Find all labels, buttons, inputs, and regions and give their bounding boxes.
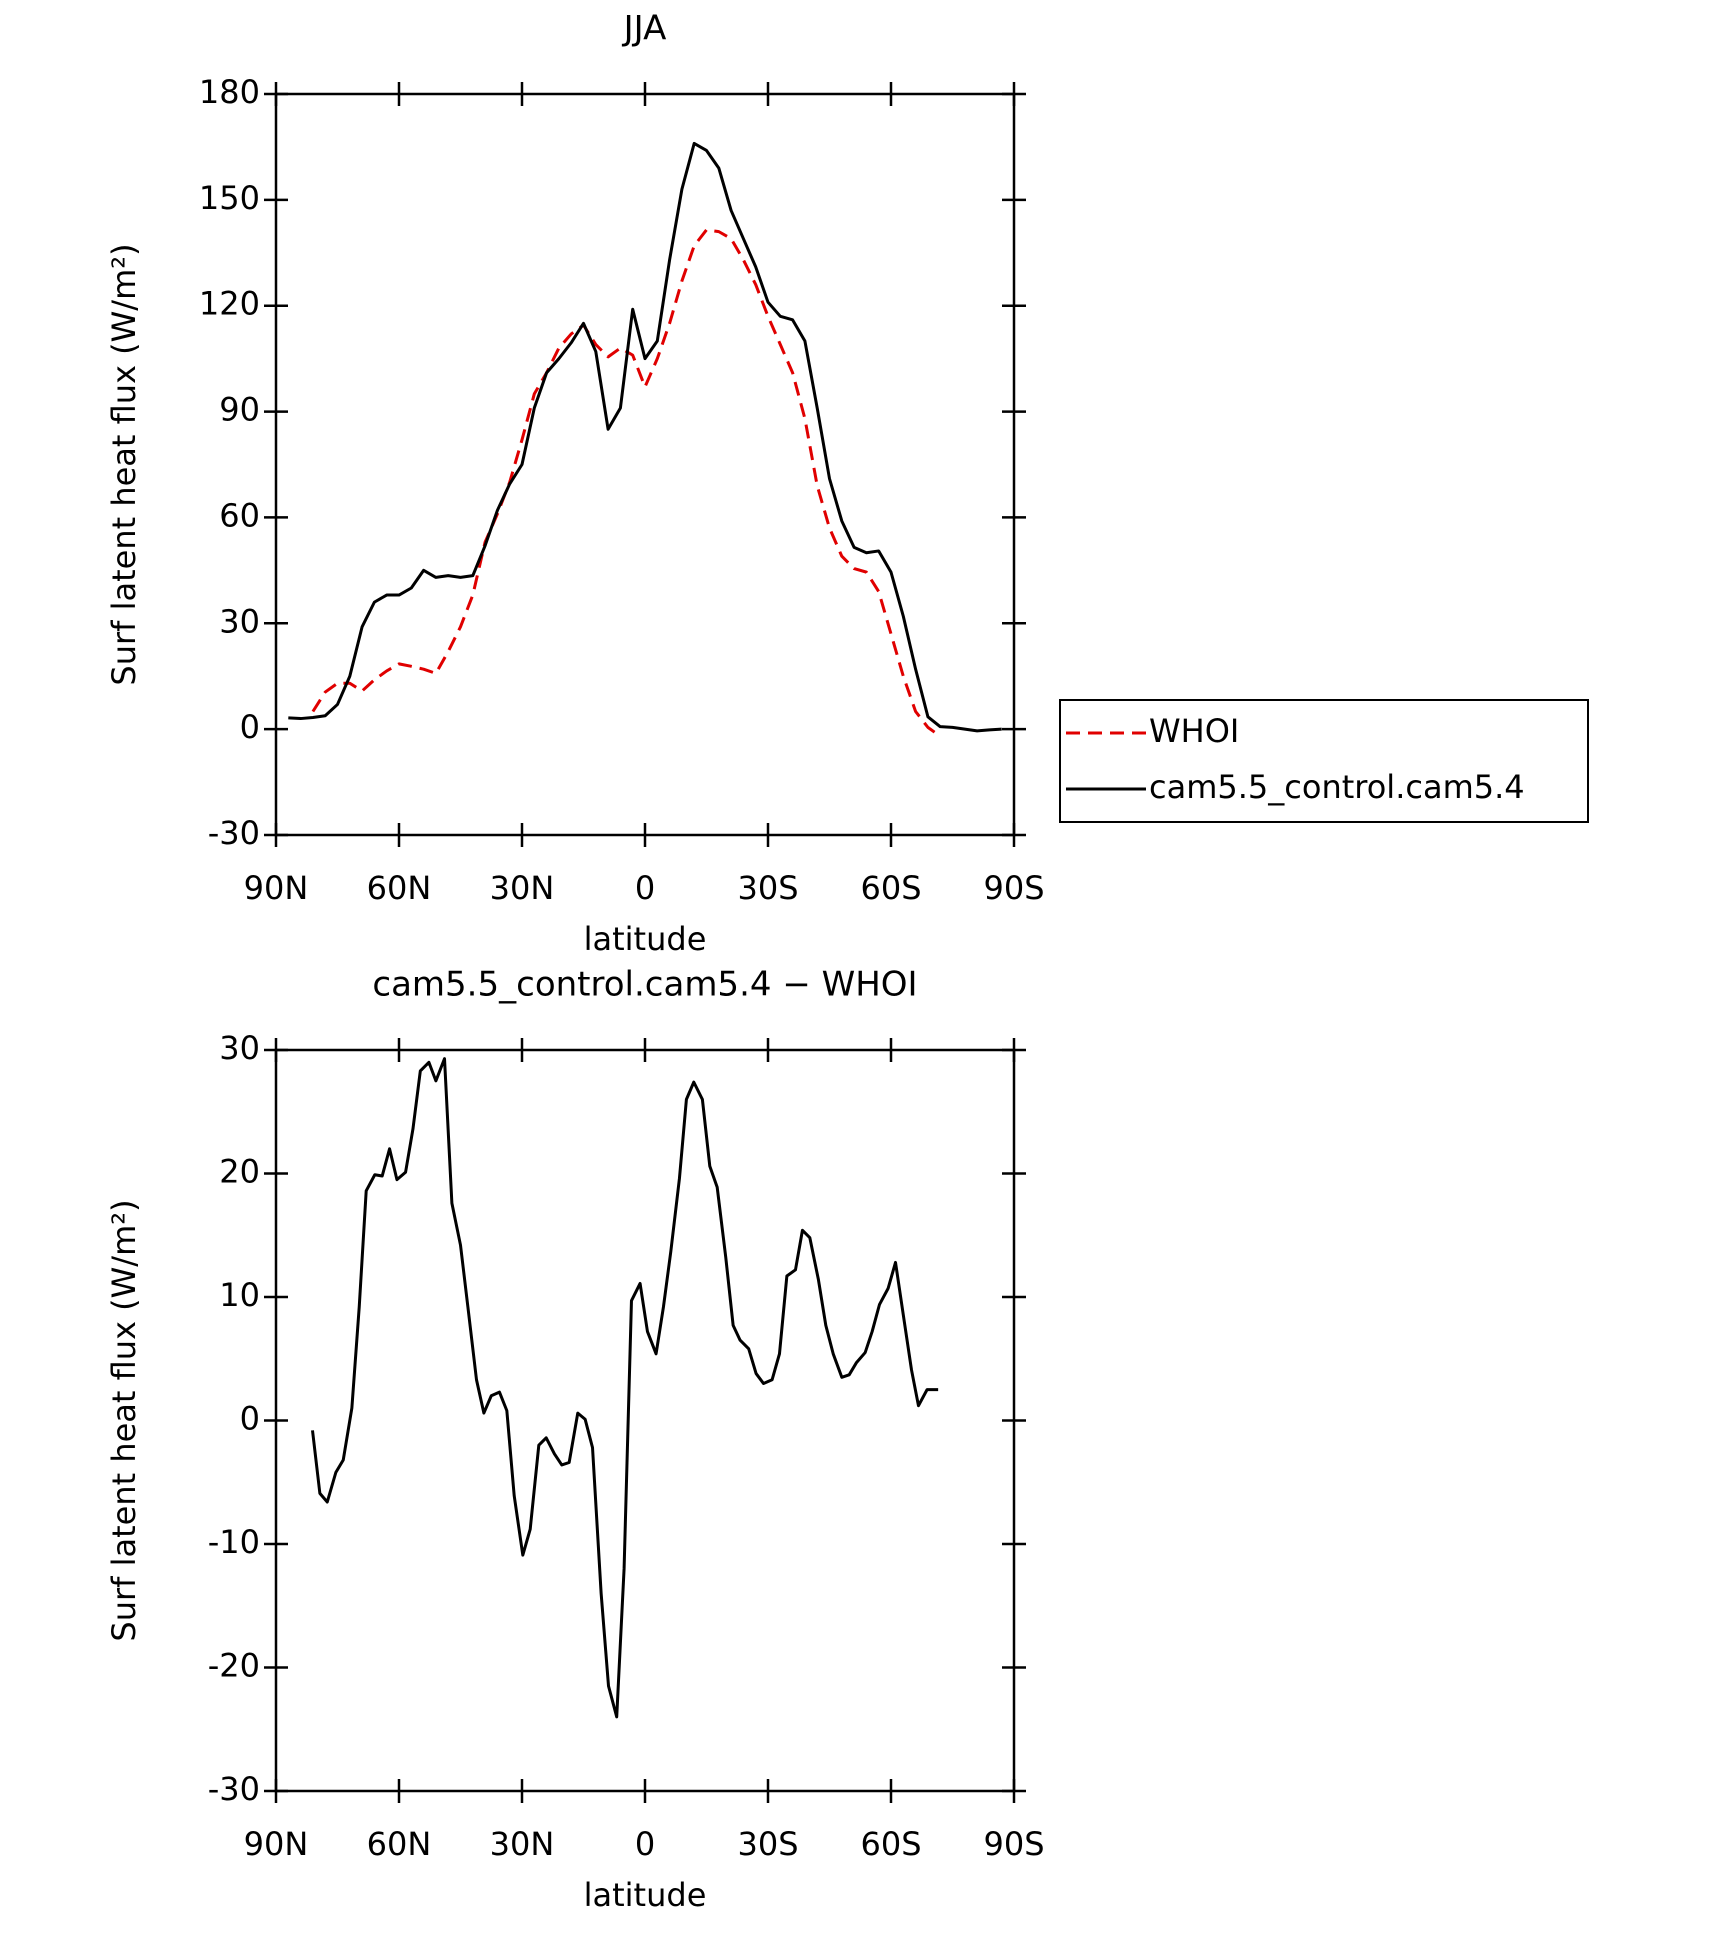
y-tick-label: -30 xyxy=(208,814,260,852)
y-tick-label: 0 xyxy=(240,708,260,746)
x-tick-label: 30N xyxy=(490,1825,555,1863)
y-tick-label: -20 xyxy=(208,1647,260,1685)
y-tick-label: 10 xyxy=(219,1276,260,1314)
x-tick-label: 30S xyxy=(737,869,798,907)
x-tick-label: 30N xyxy=(490,869,555,907)
y-tick-label: -10 xyxy=(208,1523,260,1561)
legend-label: cam5.5_control.cam5.4 xyxy=(1149,768,1525,806)
plot-frame xyxy=(274,92,1016,837)
x-tick-label: 0 xyxy=(635,1825,655,1863)
series-line xyxy=(288,141,1002,733)
x-tick-label: 0 xyxy=(635,869,655,907)
x-tick-label: 90S xyxy=(983,1825,1044,1863)
y-tick-label: 0 xyxy=(240,1400,260,1438)
y-tick-label: 180 xyxy=(199,73,260,111)
chart-title: cam5.5_control.cam5.4 − WHOI xyxy=(372,965,917,1005)
x-axis-label: latitude xyxy=(584,920,707,958)
x-tick-label: 60N xyxy=(367,869,432,907)
y-axis-label: Surf latent heat flux (W/m²) xyxy=(105,243,143,685)
x-tick-label: 90N xyxy=(244,1825,309,1863)
y-axis-label: Surf latent heat flux (W/m²) xyxy=(105,1199,143,1641)
x-tick-label: 90N xyxy=(244,869,309,907)
x-tick-label: 90S xyxy=(983,869,1044,907)
chart-title: JJA xyxy=(622,9,667,49)
y-tick-label: -30 xyxy=(208,1770,260,1808)
x-tick-label: 60S xyxy=(860,869,921,907)
x-tick-label: 30S xyxy=(737,1825,798,1863)
x-tick-label: 60S xyxy=(860,1825,921,1863)
y-tick-label: 120 xyxy=(199,285,260,323)
y-tick-label: 30 xyxy=(219,602,260,640)
series-line xyxy=(311,1057,939,1719)
y-tick-label: 60 xyxy=(219,496,260,534)
y-tick-label: 90 xyxy=(219,391,260,429)
legend-label: WHOI xyxy=(1149,712,1239,750)
y-tick-label: 150 xyxy=(199,179,260,217)
series-line xyxy=(311,228,942,738)
x-tick-label: 60N xyxy=(367,1825,432,1863)
y-tick-label: 20 xyxy=(219,1153,260,1191)
legend-box xyxy=(1059,699,1589,823)
y-tick-label: 30 xyxy=(219,1029,260,1067)
x-axis-label: latitude xyxy=(584,1876,707,1914)
